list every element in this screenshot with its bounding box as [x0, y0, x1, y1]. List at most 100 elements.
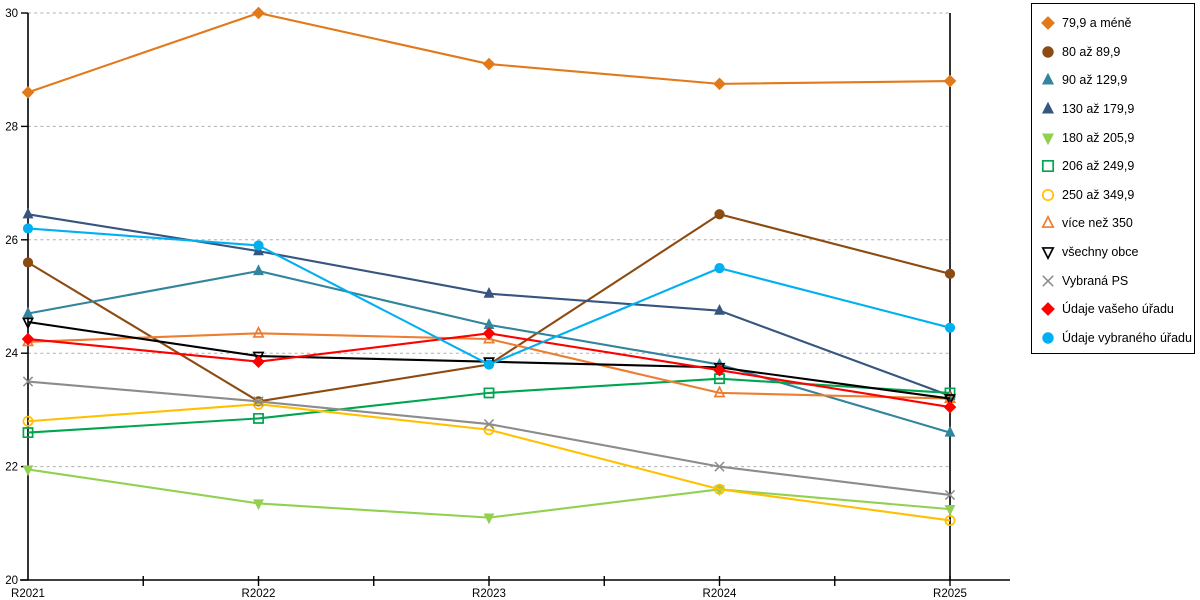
- series-marker-11: [21, 332, 35, 346]
- series-marker-5: [483, 513, 495, 525]
- y-tick-label: 24: [5, 348, 18, 360]
- series-line-10: [27, 380, 951, 496]
- series-marker-2: [22, 257, 34, 268]
- series-marker-11: [252, 355, 265, 369]
- y-tick-label: 26: [5, 235, 18, 247]
- series-line-5: [27, 468, 951, 519]
- y-tick-label: 20: [5, 575, 18, 587]
- series-marker-10: [714, 461, 725, 472]
- series-marker-11: [943, 400, 957, 414]
- series-marker-5: [22, 465, 34, 477]
- legend-label: 79,9 a méně: [1062, 16, 1132, 31]
- legend-label: více než 350: [1062, 216, 1133, 231]
- series-marker-12: [714, 263, 725, 274]
- x-tick-label: R2024: [703, 588, 737, 600]
- series-marker-10: [253, 396, 264, 407]
- legend-label: Údaje vybraného úřadu: [1062, 330, 1192, 345]
- legend-item-11: Údaje vašeho úřadu: [1032, 295, 1194, 324]
- triangle-down-marker-icon: [1041, 247, 1055, 261]
- legend-label: všechny obce: [1062, 245, 1139, 260]
- legend-item-12: Údaje vybraného úřadu: [1032, 324, 1194, 353]
- legend-marker-glyph: [1042, 274, 1054, 287]
- series-marker-12: [483, 359, 495, 370]
- series-marker-6: [253, 412, 264, 424]
- x-tick-label: R2022: [242, 588, 276, 600]
- legend-label: Údaje vašeho úřadu: [1062, 302, 1174, 317]
- series-marker-8: [252, 325, 265, 338]
- series-marker-10: [22, 376, 34, 387]
- legend-label: 180 až 205,9: [1062, 130, 1135, 145]
- series-marker-4: [714, 303, 725, 315]
- series-marker-5: [944, 505, 956, 516]
- x-tick-label: R2023: [472, 588, 506, 600]
- series-marker-2: [714, 209, 725, 220]
- series-marker-3: [253, 264, 264, 276]
- triangle-marker-icon: [1041, 215, 1055, 229]
- legend-marker-glyph: [1042, 46, 1054, 58]
- series-marker-3: [22, 306, 34, 318]
- legend-item-4: 130 až 179,9: [1032, 95, 1194, 124]
- series-marker-4: [22, 207, 34, 219]
- circle-marker-icon: [1041, 188, 1055, 201]
- legend-marker-glyph: [1041, 101, 1055, 114]
- series-marker-8: [713, 385, 726, 398]
- legend-marker-glyph: [1041, 133, 1055, 145]
- legend-marker-glyph: [1042, 332, 1054, 344]
- series-marker-1: [21, 86, 35, 99]
- series-marker-7: [253, 398, 264, 410]
- legend-label: 206 až 249,9: [1062, 159, 1135, 174]
- legend-marker-glyph: [1041, 302, 1055, 317]
- legend-item-8: více než 350: [1032, 209, 1194, 238]
- x-tick-label: R2025: [933, 588, 967, 600]
- series-marker-12: [944, 322, 956, 333]
- legend-marker-glyph: [1041, 160, 1055, 173]
- series-marker-12: [22, 223, 34, 234]
- series-marker-6: [483, 387, 495, 399]
- series-marker-7: [944, 515, 956, 526]
- series-marker-1: [252, 6, 265, 20]
- triangle-marker-icon: [1041, 73, 1055, 86]
- series-line-2: [27, 213, 951, 403]
- legend-marker-glyph: [1041, 247, 1055, 261]
- circle-marker-icon: [1042, 46, 1054, 58]
- series-marker-12: [253, 240, 264, 251]
- y-tick-label: 22: [5, 462, 18, 474]
- legend-label: 130 až 179,9: [1062, 102, 1135, 117]
- series-marker-8: [483, 331, 495, 344]
- legend-marker-glyph: [1041, 215, 1055, 229]
- series-marker-1: [482, 57, 496, 71]
- series-line-1: [27, 11, 951, 94]
- triangle-down-marker-icon: [1041, 133, 1055, 145]
- legend-item-6: 206 až 249,9: [1032, 152, 1194, 181]
- series-marker-11: [713, 363, 726, 377]
- series-marker-2: [944, 268, 956, 279]
- series-marker-9: [22, 317, 34, 330]
- series-marker-7: [22, 415, 34, 427]
- legend-marker-glyph: [1041, 73, 1055, 86]
- legend-item-10: Vybraná PS: [1032, 266, 1194, 295]
- series-marker-11: [482, 327, 496, 340]
- legend-marker-glyph: [1041, 16, 1055, 31]
- legend-item-2: 80 až 89,9: [1032, 38, 1194, 67]
- legend-item-1: 79,9 a méně: [1032, 9, 1194, 38]
- legend-label: 90 až 129,9: [1062, 73, 1128, 88]
- series-marker-9: [252, 351, 265, 364]
- series-marker-10: [944, 489, 956, 501]
- series-marker-5: [253, 499, 264, 511]
- legend-label: 250 až 349,9: [1062, 187, 1135, 202]
- y-tick-label: 30: [5, 8, 18, 20]
- series-marker-7: [483, 424, 495, 436]
- square-marker-icon: [1041, 160, 1055, 173]
- series-marker-4: [483, 286, 495, 298]
- diamond-marker-icon: [1041, 302, 1055, 317]
- legend-item-9: všechny obce: [1032, 238, 1194, 267]
- series-marker-7: [714, 483, 725, 495]
- series-line-7: [27, 403, 951, 522]
- triangle-marker-icon: [1041, 101, 1055, 114]
- y-tick-label: 28: [5, 121, 18, 133]
- legend-marker-glyph: [1041, 188, 1055, 201]
- legend-label: 80 až 89,9: [1062, 44, 1121, 59]
- legend-label: Vybraná PS: [1062, 273, 1129, 288]
